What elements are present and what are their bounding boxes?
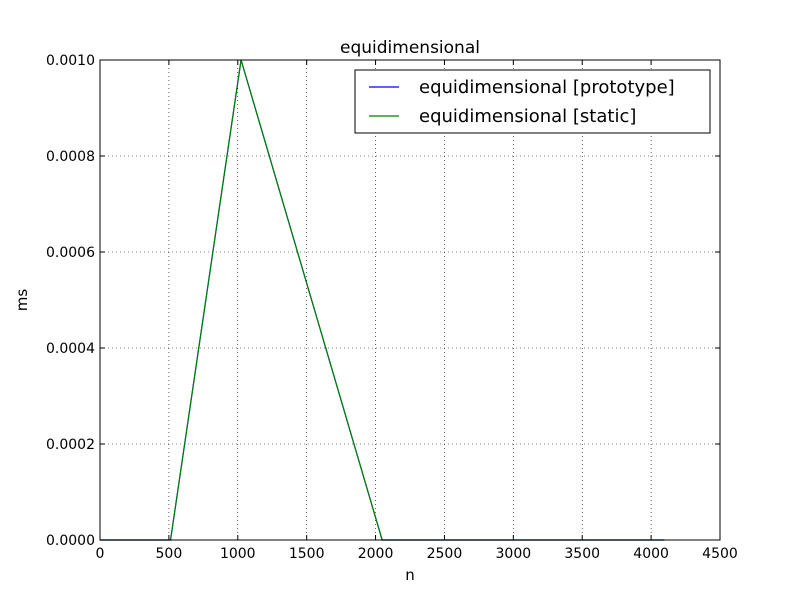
- grid: [100, 60, 720, 540]
- legend-label-static: equidimensional [static]: [419, 106, 636, 127]
- x-axis-label: n: [405, 566, 415, 584]
- y-tick-label: 0.0004: [46, 341, 95, 357]
- y-tick-label: 0.0008: [46, 149, 95, 165]
- legend: equidimensional [prototype] equidimensio…: [354, 69, 711, 134]
- x-tick-label: 3500: [564, 546, 600, 562]
- ticks: [99, 59, 721, 541]
- x-tick-label: 1500: [289, 546, 325, 562]
- chart-title: equidimensional: [340, 38, 480, 58]
- x-tick-label: 1000: [220, 546, 256, 562]
- y-axis-label: ms: [13, 289, 31, 312]
- x-tick-label: 3000: [496, 546, 532, 562]
- y-tick-label: 0.0006: [46, 245, 95, 261]
- plot-area-frame: [99, 59, 721, 541]
- x-tick-label: 2500: [427, 546, 463, 562]
- y-tick-label: 0.0002: [46, 437, 95, 453]
- legend-box: [354, 69, 711, 134]
- legend-label-prototype: equidimensional [prototype]: [419, 77, 675, 98]
- y-tick-label: 0.0010: [46, 53, 95, 69]
- x-tick-label: 4000: [633, 546, 669, 562]
- x-tick-label: 500: [156, 546, 183, 562]
- tick-labels: 0 500 1000 1500 2000 2500 3000 3500 4000 4500 0.00…: [46, 53, 738, 562]
- x-tick-label: 0: [96, 546, 105, 562]
- x-tick-label: 2000: [358, 546, 394, 562]
- x-tick-label: 4500: [702, 546, 738, 562]
- y-tick-label: 0.0000: [46, 533, 95, 549]
